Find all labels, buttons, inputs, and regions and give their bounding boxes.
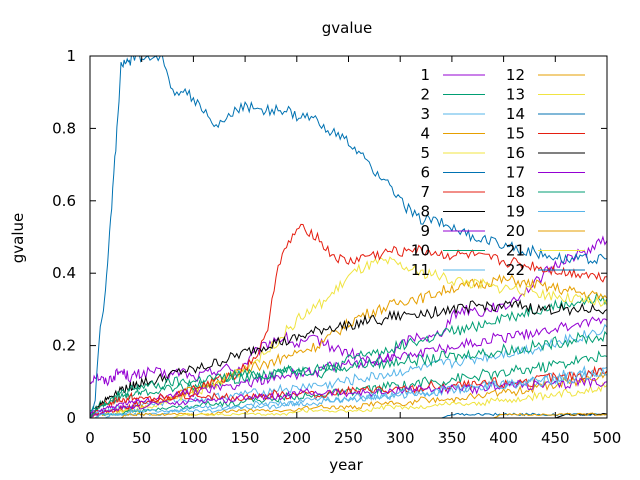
legend-label: 15 xyxy=(506,125,525,143)
y-tick-label: 0.8 xyxy=(52,119,76,137)
legend-label: 2 xyxy=(420,86,430,104)
series-line-2 xyxy=(89,291,608,412)
x-tick-label: 200 xyxy=(282,429,311,447)
y-tick-label: 1 xyxy=(66,47,76,65)
y-tick-label: 0.2 xyxy=(52,337,76,355)
x-tick-label: 150 xyxy=(231,429,260,447)
series-line-17 xyxy=(89,376,608,419)
legend-label: 7 xyxy=(420,183,430,201)
x-tick-label: 350 xyxy=(438,429,467,447)
x-tick-label: 0 xyxy=(85,429,95,447)
series-line-4 xyxy=(89,273,608,419)
legend-label: 20 xyxy=(506,222,525,240)
x-axis-title: year xyxy=(329,456,363,474)
legend-label: 19 xyxy=(506,203,525,221)
legend-label: 21 xyxy=(506,242,525,260)
series-line-19 xyxy=(90,367,608,419)
legend-label: 6 xyxy=(420,164,430,182)
chart-title: gvalue xyxy=(322,19,373,37)
legend-label: 8 xyxy=(420,203,430,221)
legend-label: 5 xyxy=(420,144,430,162)
legend-label: 9 xyxy=(420,222,430,240)
legend-label: 14 xyxy=(506,105,525,123)
y-tick-label: 0.4 xyxy=(52,264,76,282)
series-line-7 xyxy=(89,223,608,419)
legend-label: 11 xyxy=(411,261,430,279)
x-tick-label: 50 xyxy=(132,429,151,447)
y-axis-title: gvalue xyxy=(9,213,27,264)
x-axis: 0 50 100 150 200 250 300 350 400 450 500 xyxy=(85,56,621,447)
legend-label: 16 xyxy=(506,144,525,162)
legend-label: 12 xyxy=(506,66,525,84)
legend-label: 10 xyxy=(411,242,430,260)
legend-box xyxy=(405,60,600,268)
x-tick-label: 500 xyxy=(593,429,622,447)
series-line-18 xyxy=(89,330,608,419)
x-tick-label: 300 xyxy=(386,429,415,447)
legend-label: 18 xyxy=(506,183,525,201)
x-tick-label: 450 xyxy=(541,429,570,447)
legend-label: 13 xyxy=(506,86,525,104)
series-line-1 xyxy=(89,235,608,387)
y-axis: 0 0.2 0.4 0.6 0.8 1 xyxy=(52,47,607,427)
y-tick-label: 0.6 xyxy=(52,192,76,210)
series-line-12 xyxy=(90,370,608,419)
legend-label: 1 xyxy=(420,66,430,84)
legend-label: 22 xyxy=(506,261,525,279)
legend-label: 17 xyxy=(506,164,525,182)
legend-label: 3 xyxy=(420,105,430,123)
series-line-5 xyxy=(90,256,608,419)
x-tick-label: 250 xyxy=(334,429,363,447)
legend-label: 4 xyxy=(420,125,430,143)
x-tick-label: 100 xyxy=(179,429,208,447)
y-tick-label: 0 xyxy=(66,409,76,427)
x-tick-label: 400 xyxy=(489,429,518,447)
